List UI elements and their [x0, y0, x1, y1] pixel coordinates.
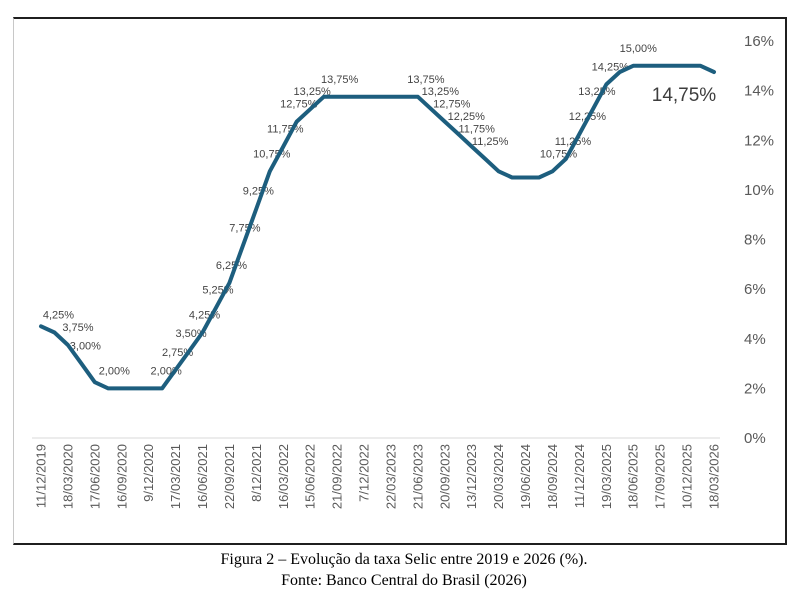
data-label: 9,25% — [243, 185, 274, 197]
x-axis-tick-label: 11/12/2019 — [34, 444, 49, 508]
y-axis-tick-label: 6% — [744, 281, 766, 298]
chart-figure: 0% 2% 4% 6% 8% 10% 12% 14% 16% 11/12/2019 18/03/20… — [13, 17, 787, 545]
final-rate-label: 14,75% — [652, 85, 717, 106]
y-axis-tick-label: 8% — [744, 232, 766, 249]
y-axis-tick-label: 16% — [744, 33, 774, 50]
figure-caption: Figura 2 – Evolução da taxa Selic entre … — [0, 549, 808, 591]
x-axis-tick-label: 20/09/2023 — [437, 444, 452, 509]
data-label: 3,00% — [70, 341, 101, 353]
data-label: 4,25% — [43, 310, 74, 322]
selic-line-chart: 0% 2% 4% 6% 8% 10% 12% 14% 16% 11/12/2019 18/03/20… — [32, 33, 774, 509]
x-axis-tick-label: 22/09/2021 — [222, 444, 237, 509]
data-label: 13,25% — [294, 86, 332, 98]
y-axis-tick-label: 10% — [744, 182, 774, 199]
x-axis-tick-label: 13/12/2023 — [464, 444, 479, 509]
data-label: 11,75% — [267, 123, 304, 135]
x-axis-tick-label: 9/12/2020 — [141, 444, 156, 502]
x-axis-tick-label: 10/12/2025 — [680, 444, 695, 509]
y-axis-tick-label: 0% — [744, 430, 766, 447]
caption-title: Figura 2 – Evolução da taxa Selic entre … — [220, 551, 588, 568]
x-axis-tick-label: 19/06/2024 — [518, 444, 533, 509]
x-axis-tick-label: 8/12/2021 — [249, 444, 264, 502]
data-label: 10,75% — [253, 148, 291, 160]
data-label: 11,75% — [458, 123, 495, 135]
x-axis-tick-label: 19/03/2025 — [599, 444, 614, 509]
x-axis-tick-label: 11/12/2024 — [572, 444, 587, 508]
x-axis-tick-label: 21/06/2023 — [410, 444, 425, 509]
data-label: 3,75% — [62, 322, 93, 334]
data-label: 6,25% — [216, 260, 247, 272]
y-axis-tick-label: 2% — [744, 380, 766, 397]
y-axis-tick-label: 4% — [744, 331, 766, 348]
data-label: 13,25% — [578, 86, 616, 98]
x-axis-tick-label: 18/09/2024 — [545, 444, 560, 509]
x-axis-tick-label: 7/12/2022 — [357, 444, 372, 502]
x-axis-tick-label: 21/09/2022 — [330, 444, 345, 509]
x-axis-tick-label: 16/03/2022 — [276, 444, 291, 509]
data-label: 13,25% — [422, 86, 460, 98]
x-axis-tick-label: 17/09/2025 — [653, 444, 668, 509]
x-axis-tick-label: 20/03/2024 — [491, 444, 506, 509]
x-axis-tick-label: 16/09/2020 — [114, 444, 129, 509]
selic-rate-line — [39, 63, 716, 391]
data-label: 12,25% — [448, 111, 486, 123]
caption-source: Fonte: Banco Central do Brasil (2026) — [281, 572, 527, 589]
y-axis-tick-label: 12% — [744, 132, 774, 149]
y-axis-tick-label: 14% — [744, 83, 774, 100]
x-axis-tick-label: 17/06/2020 — [87, 444, 102, 509]
x-axis-tick-label: 15/06/2022 — [303, 444, 318, 509]
data-label: 7,75% — [229, 223, 260, 235]
x-axis-tick-label: 18/03/2020 — [60, 444, 75, 509]
x-axis-tick-label: 18/03/2026 — [707, 444, 722, 509]
x-axis-tick-label: 16/06/2021 — [195, 444, 210, 509]
data-label: 2,00% — [99, 365, 130, 377]
data-label: 11,25% — [472, 136, 509, 148]
data-label: 13,75% — [407, 74, 445, 86]
x-axis-tick-label: 22/03/2023 — [383, 444, 398, 509]
x-axis-tick-label: 17/03/2021 — [168, 444, 183, 509]
data-label: 12,75% — [433, 99, 471, 111]
x-axis-tick-label: 18/06/2025 — [626, 444, 641, 509]
data-label: 12,75% — [280, 99, 318, 111]
data-label: 15,00% — [620, 43, 658, 55]
data-label: 13,75% — [321, 74, 359, 86]
